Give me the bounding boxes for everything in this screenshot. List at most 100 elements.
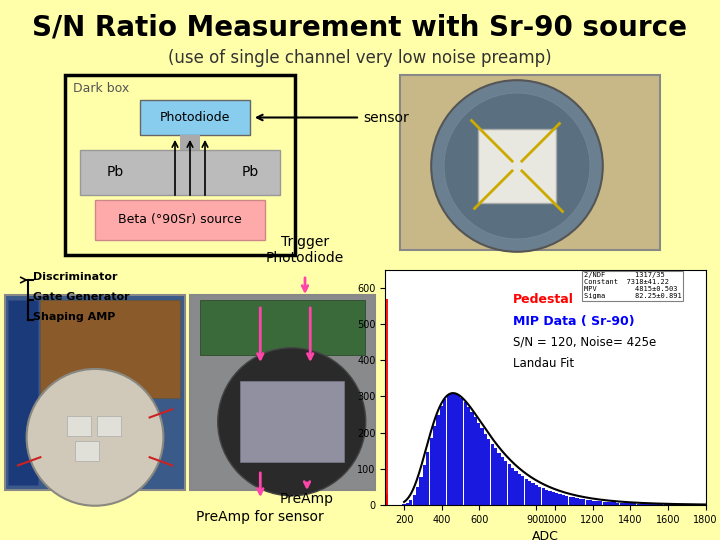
Bar — [660, 504, 664, 505]
Bar — [440, 406, 443, 505]
Bar — [450, 393, 453, 505]
Bar — [535, 485, 538, 505]
Bar — [528, 481, 531, 505]
Text: (use of single channel very low noise preamp): (use of single channel very low noise pr… — [168, 49, 552, 67]
Bar — [40, 300, 180, 397]
Bar — [477, 423, 480, 505]
Bar — [555, 493, 558, 505]
Bar — [585, 500, 589, 505]
Bar — [508, 464, 510, 505]
Text: S/N Ratio Measurement with Sr-90 source: S/N Ratio Measurement with Sr-90 source — [32, 14, 688, 42]
Bar — [562, 495, 565, 505]
Bar — [400, 75, 660, 250]
Bar — [572, 497, 575, 505]
Bar — [240, 381, 343, 462]
Bar — [589, 500, 593, 505]
Text: Pedestal: Pedestal — [513, 294, 575, 307]
Circle shape — [217, 348, 366, 496]
Bar — [565, 496, 569, 505]
Bar — [402, 504, 405, 505]
Bar — [456, 395, 460, 505]
Bar — [460, 398, 464, 505]
Text: PreAmp: PreAmp — [280, 492, 334, 506]
Bar — [480, 428, 484, 505]
Bar — [633, 503, 636, 505]
Text: Pb: Pb — [107, 165, 124, 179]
Bar — [514, 471, 518, 505]
Bar — [541, 488, 545, 505]
Bar — [670, 504, 674, 505]
Bar — [454, 393, 456, 505]
Text: Photodiode: Photodiode — [160, 111, 230, 124]
Bar — [96, 416, 121, 436]
Bar — [626, 503, 629, 505]
Bar — [575, 498, 579, 505]
Bar — [667, 504, 670, 505]
Bar — [484, 434, 487, 505]
Bar — [657, 504, 660, 505]
Circle shape — [431, 80, 603, 252]
Bar — [436, 415, 440, 505]
Bar — [430, 438, 433, 505]
Bar — [190, 295, 375, 490]
Bar — [200, 300, 365, 355]
Bar — [433, 426, 436, 505]
Bar — [416, 487, 419, 505]
Bar — [140, 100, 250, 135]
Bar — [95, 200, 265, 240]
Bar — [409, 500, 413, 505]
Bar — [518, 474, 521, 505]
Bar — [446, 395, 450, 505]
Bar — [383, 299, 387, 505]
Bar — [640, 504, 643, 505]
Bar — [582, 499, 585, 505]
Bar — [636, 503, 640, 505]
Bar — [613, 502, 616, 505]
Circle shape — [27, 369, 163, 506]
Text: Landau Fit: Landau Fit — [513, 357, 575, 370]
Bar — [643, 504, 647, 505]
Bar — [406, 503, 409, 505]
Bar — [630, 503, 633, 505]
Bar — [545, 490, 548, 505]
Bar — [596, 501, 599, 505]
Bar — [494, 448, 498, 505]
Bar — [490, 444, 494, 505]
Bar — [467, 407, 470, 505]
Bar — [66, 416, 91, 436]
Bar — [75, 441, 99, 461]
Bar — [498, 453, 500, 505]
Bar — [647, 504, 650, 505]
Bar — [80, 150, 280, 195]
Bar — [616, 503, 619, 505]
Bar — [474, 417, 477, 505]
Bar — [464, 402, 467, 505]
Text: Trigger
Photodiode: Trigger Photodiode — [266, 235, 344, 265]
Bar — [606, 502, 609, 505]
Bar — [531, 483, 534, 505]
Bar — [419, 477, 423, 505]
Text: S/N = 120, Noise= 425e: S/N = 120, Noise= 425e — [513, 336, 657, 349]
Bar — [470, 412, 474, 505]
Bar — [623, 503, 626, 505]
Bar — [504, 461, 508, 505]
Circle shape — [444, 93, 590, 239]
Bar — [423, 465, 426, 505]
Text: 2/NDF       1317/35
Constant  7318±41.22
MPV         4815±0.503
Sigma       82.2: 2/NDF 1317/35 Constant 7318±41.22 MPV 48… — [584, 272, 682, 299]
Bar — [426, 451, 429, 505]
Text: Dark box: Dark box — [73, 83, 130, 96]
Bar — [383, 494, 387, 505]
Text: sensor: sensor — [363, 111, 409, 125]
Bar — [603, 502, 606, 505]
Bar — [609, 502, 613, 505]
Bar — [525, 478, 528, 505]
Bar — [5, 295, 185, 490]
Bar — [511, 468, 514, 505]
Bar — [654, 504, 657, 505]
Bar — [599, 501, 603, 505]
Text: Beta (°90Sr) source: Beta (°90Sr) source — [118, 213, 242, 226]
Bar — [521, 476, 524, 505]
Bar — [552, 492, 555, 505]
Bar — [593, 501, 595, 505]
Bar — [180, 135, 200, 150]
